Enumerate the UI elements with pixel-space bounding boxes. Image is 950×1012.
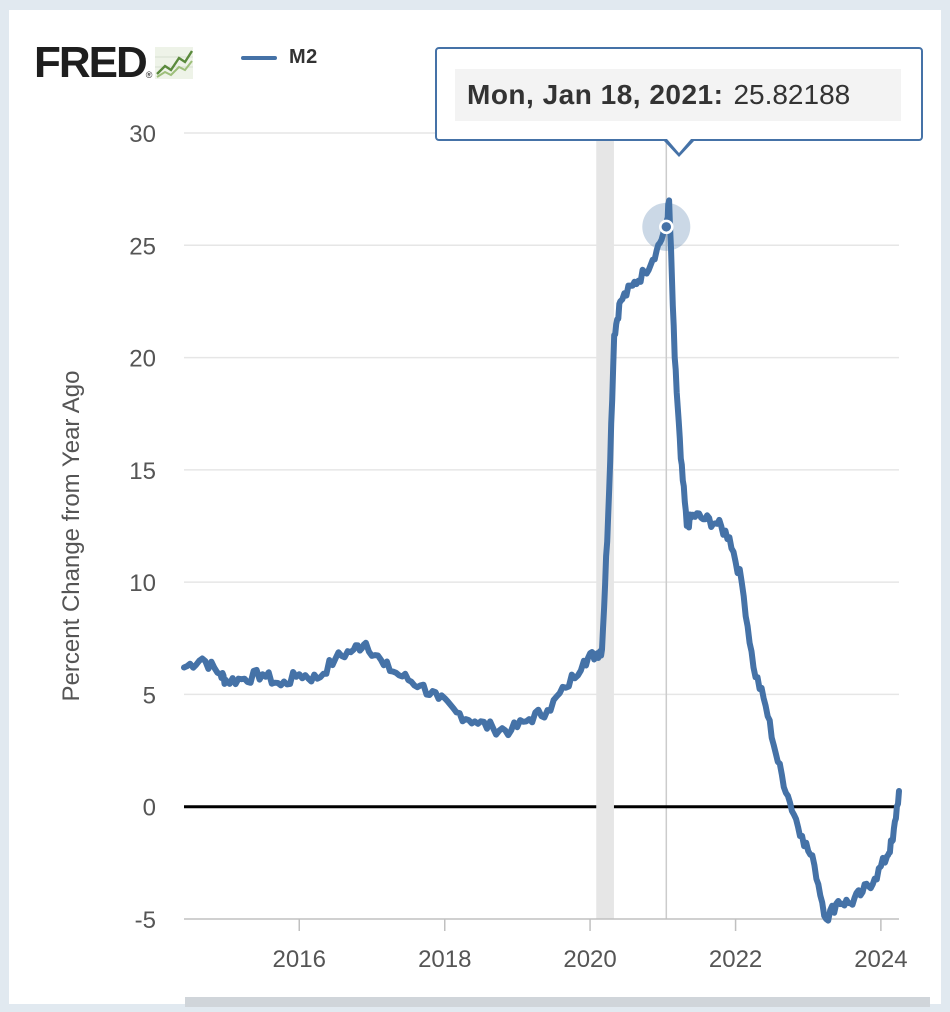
series-line-m2 [181,197,902,924]
y-tick-label: 10 [129,570,156,597]
tooltip-arrow-fill [667,139,691,153]
line-chart: 2016 2018 2020 2022 2024 -5 0 5 10 15 20 25 30 Perc… [58,121,908,973]
registered-mark: ® [145,70,153,80]
tooltip-date: Mon, Jan 18, 2021: [467,79,724,110]
y-axis: -5 0 5 10 15 20 25 30 [129,121,156,934]
legend-swatch [241,55,277,60]
y-tick-label: 5 [143,682,156,709]
y-tick-label: 25 [129,233,156,260]
tooltip-content: Mon, Jan 18, 2021: 25.82188 [455,69,901,121]
x-tick-label: 2018 [418,946,471,973]
x-tick-label: 2022 [709,946,762,973]
hover-point [659,219,674,235]
legend[interactable]: M2 [241,46,318,69]
y-tick-label: 20 [129,346,156,373]
navigator-scrollbar[interactable] [0,994,932,1007]
fred-logo[interactable]: FRED ® [34,41,194,85]
tooltip: Mon, Jan 18, 2021: 25.82188 [435,47,923,141]
chart-frame: 2016 2018 2020 2022 2024 -5 0 5 10 15 20 25 30 Perc… [9,10,941,1004]
tooltip-value: 25.82188 [733,79,851,110]
trend-chart-icon [155,47,194,79]
y-tick-label: 30 [129,121,156,148]
y-axis-label: Percent Change from Year Ago [58,371,85,702]
y-tick-label: 0 [143,795,156,822]
y-tick-label: -5 [135,907,156,934]
legend-label-m2: M2 [289,46,318,68]
fred-logo-text: FRED [34,38,148,87]
x-tick-label: 2020 [563,946,616,973]
hover-marker [642,202,691,251]
x-tick-label: 2016 [273,946,326,973]
x-axis: 2016 2018 2020 2022 2024 [184,918,908,973]
x-tick-label: 2024 [854,946,907,973]
y-tick-label: 15 [129,458,156,485]
series-layer [181,197,902,924]
